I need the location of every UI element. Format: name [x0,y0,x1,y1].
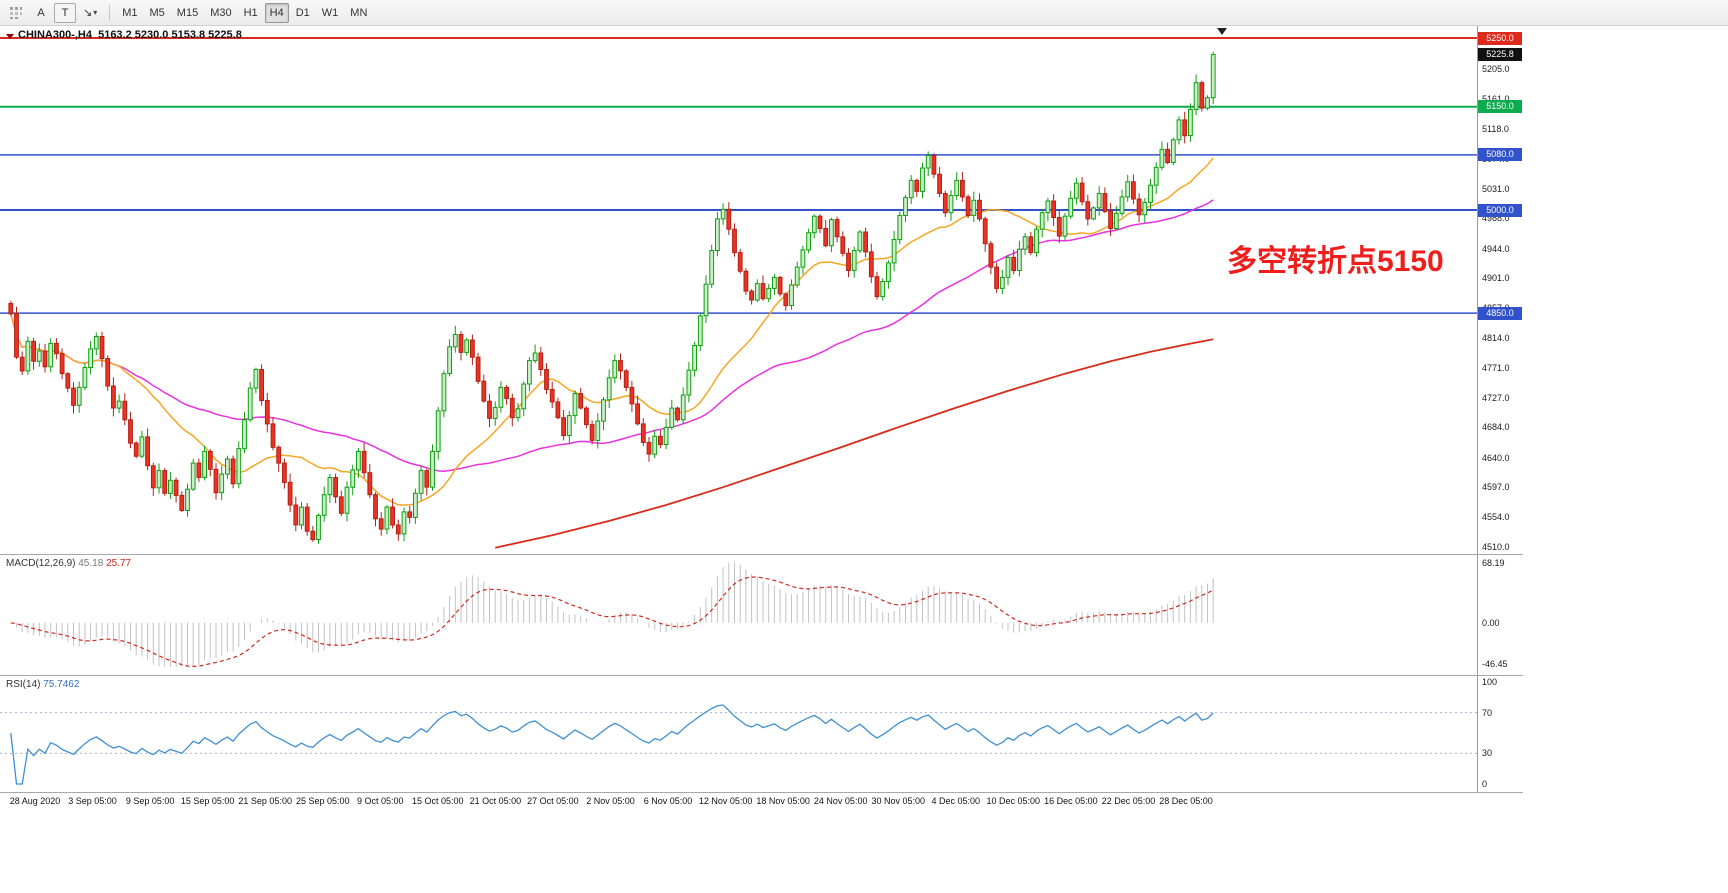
macd-signal-value: 25.77 [106,558,132,569]
rsi-tick: 30 [1482,748,1493,759]
timeframe-m1-button[interactable]: M1 [122,6,138,19]
price-tick: 4944.0 [1482,243,1510,254]
macd-tick: 68.19 [1482,557,1505,568]
level-price-label: 5150.0 [1478,100,1522,114]
level-price-label: 4850.0 [1478,306,1522,320]
current-price-label: 5225.8 [1478,48,1522,62]
timeframe-d1-button[interactable]: D1 [295,6,310,19]
price-tick: 4814.0 [1482,332,1510,343]
time-label: 21 Sep 05:00 [238,796,292,806]
time-label: 25 Sep 05:00 [296,796,350,806]
annotation-text: 多空转折点5150 [1227,245,1444,278]
price-tick: 4988.0 [1482,213,1510,224]
price-tick: 4510.0 [1482,542,1510,552]
macd-label: MACD(12,26,9) 45.18 25.77 [6,558,131,569]
price-tick: 5161.0 [1482,94,1510,105]
rsi-tick: 0 [1482,779,1488,789]
level-price-label: 5080.0 [1478,148,1522,162]
time-label: 6 Nov 05:00 [643,796,693,806]
price-tick: 5205.0 [1482,64,1510,74]
text-tool-button[interactable]: A [37,6,45,19]
price-axis-border [1477,26,1478,554]
timeframe-h4-button[interactable]: H4 [264,2,289,23]
price-tick: 4727.0 [1482,392,1510,403]
timeframe-group: M1 M5 M15 M30 H1 H4 D1 W1 MN [117,2,372,23]
macd-name: MACD(12,26,9) [6,558,76,569]
macd-tick: 0.00 [1482,617,1500,628]
macd-main-value: 45.18 [78,558,104,569]
time-label: 12 Nov 05:00 [698,796,753,806]
time-axis[interactable]: 28 Aug 2020 3 Sep 05:00 9 Sep 05:00 15 Sep … [0,792,1523,808]
price-tick: 4684.0 [1482,422,1510,433]
chart-shift-marker[interactable] [1217,28,1227,35]
toolbar-separator [109,4,111,21]
price-tick: 4640.0 [1482,452,1510,463]
rsi-axis-border [1477,676,1478,792]
time-label: 21 Oct 05:00 [469,796,522,806]
time-label: 3 Sep 05:00 [68,796,117,806]
time-label: 18 Nov 05:00 [756,796,810,806]
macd-axis: 68.19 0.00 -46.45 [1477,555,1523,675]
time-label: 28 Aug 2020 [9,796,61,806]
price-tick: 4771.0 [1482,362,1510,373]
rsi-label: RSI(14) 75.7462 [6,679,79,690]
chart-title: CHINA300-,H4 5163.2 5230.0 5153.8 5225.8 [18,29,242,41]
time-label: 30 Nov 05:00 [871,796,926,806]
timeframe-m30-button[interactable]: M30 [210,6,232,19]
time-label: 27 Oct 05:00 [527,796,579,806]
toolbar: A T ↘ ▾ M1 M5 M15 M30 H1 H4 D1 W1 MN [0,0,1728,26]
symbol-dropdown-icon[interactable] [6,34,14,39]
grid-tool-button[interactable] [4,3,28,23]
rsi-tick: 70 [1482,707,1493,718]
rsi-tick: 100 [1482,677,1498,687]
macd-panel[interactable]: MACD(12,26,9) 45.18 25.77 68.19 0.00 -46.4… [0,554,1523,675]
timeframe-m5-button[interactable]: M5 [149,6,165,19]
macd-axis-border [1477,555,1478,675]
timeframe-mn-button[interactable]: MN [350,6,368,19]
time-label: 24 Nov 05:00 [813,796,868,806]
time-label: 15 Oct 05:00 [412,796,464,806]
time-label: 28 Dec 05:00 [1159,796,1213,806]
timeframe-w1-button[interactable]: W1 [321,6,339,19]
rsi-chart [0,704,1477,785]
price-axis[interactable]: 5205.05161.05118.05074.05031.04988.04944… [1477,26,1523,554]
macd-chart [10,562,1214,668]
price-tick: 4597.0 [1482,482,1510,493]
rsi-panel[interactable]: RSI(14) 75.7462 100 70 30 0 [0,675,1523,792]
text-label-tool-button[interactable]: T [54,2,76,23]
rsi-axis: 100 70 30 0 [1477,676,1523,792]
timeframe-m15-button[interactable]: M15 [176,6,199,19]
price-tick: 5031.0 [1482,183,1510,194]
level-price-label: 5250.0 [1478,31,1522,45]
caret-down-icon: ▾ [93,8,98,17]
price-tick: 4554.0 [1482,511,1510,522]
time-label: 15 Sep 05:00 [180,796,235,806]
level-price-label: 5000.0 [1478,203,1522,217]
chart-window: CHINA300-,H4 5163.2 5230.0 5153.8 5225.8… [0,26,1523,808]
price-tick: 5118.0 [1482,123,1509,134]
arrow-icon: ↘ [83,7,93,19]
time-label: 2 Nov 05:00 [586,796,635,806]
rsi-value: 75.7462 [43,679,80,690]
main-chart-panel[interactable]: CHINA300-,H4 5163.2 5230.0 5153.8 5225.8… [0,26,1523,554]
price-tick: 4901.0 [1482,273,1510,284]
rsi-name: RSI(14) [6,679,41,690]
time-label: 9 Sep 05:00 [125,796,175,806]
time-label: 9 Oct 05:00 [357,796,404,806]
time-label: 10 Dec 05:00 [986,796,1041,806]
arrows-tool-button[interactable]: ↘ ▾ [78,3,102,23]
dots-grid-icon [10,6,22,19]
macd-tick: -46.45 [1482,658,1508,669]
timeframe-h1-button[interactable]: H1 [243,6,258,19]
time-label: 16 Dec 05:00 [1044,796,1098,806]
time-label: 4 Dec 05:00 [931,796,981,806]
candlestick-chart[interactable] [0,26,1477,554]
time-label: 22 Dec 05:00 [1101,796,1156,806]
